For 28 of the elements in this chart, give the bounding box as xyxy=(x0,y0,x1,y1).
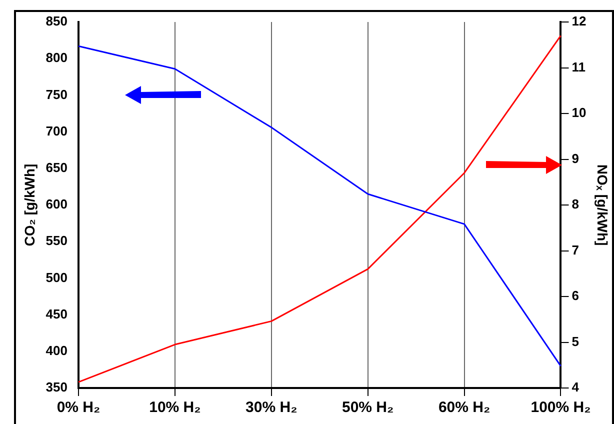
y2-tick-label: 5 xyxy=(572,334,579,349)
y-tick-label: 550 xyxy=(46,233,68,248)
y2-axis-title: NOₓ [g/kWh] xyxy=(594,164,611,246)
y-tick-label: 650 xyxy=(46,160,68,175)
x-tick-label: 0% H₂ xyxy=(56,399,100,416)
y2-tick-label: 6 xyxy=(572,288,579,304)
y-axis-title: CO₂ [g/kWh] xyxy=(21,164,38,246)
y-tick-label: 850 xyxy=(46,14,68,29)
y-tick-label: 350 xyxy=(46,380,68,395)
y-tick-label: 500 xyxy=(46,270,68,285)
y2-tick-label: 7 xyxy=(572,242,579,258)
y-tick-label: 800 xyxy=(46,50,68,66)
x-tick-label: 50% H₂ xyxy=(342,399,394,416)
y-tick-label: 750 xyxy=(46,86,68,102)
x-tick-label: 100% H₂ xyxy=(530,399,591,416)
y2-tick-label: 11 xyxy=(572,59,586,74)
x-tick-label: 30% H₂ xyxy=(246,399,298,416)
y-tick-label: 600 xyxy=(46,196,68,212)
y2-tick-label: 4 xyxy=(572,380,580,395)
x-tick-label: 60% H₂ xyxy=(438,399,490,416)
y2-tick-label: 10 xyxy=(572,105,586,120)
y2-tick-label: 9 xyxy=(572,150,579,166)
y-tick-label: 700 xyxy=(46,123,68,138)
y-tick-label: 450 xyxy=(46,306,68,322)
y-tick-label: 400 xyxy=(46,342,68,358)
y2-tick-label: 12 xyxy=(572,14,586,29)
y2-tick-label: 8 xyxy=(572,196,579,212)
x-tick-label: 10% H₂ xyxy=(149,399,201,416)
